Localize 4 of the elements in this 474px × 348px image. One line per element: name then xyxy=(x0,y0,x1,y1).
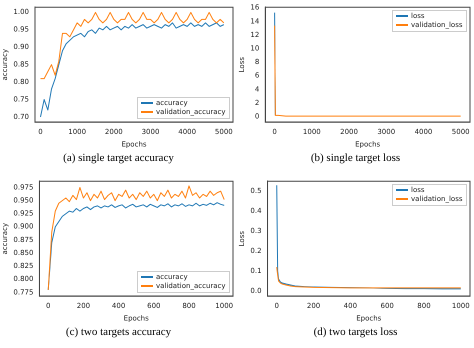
text: (b) single target loss xyxy=(310,152,402,164)
text: (d) two targets loss xyxy=(312,326,398,338)
text: (a) single target accuracy xyxy=(62,152,175,164)
text: (c) two targets accuracy xyxy=(64,326,172,338)
